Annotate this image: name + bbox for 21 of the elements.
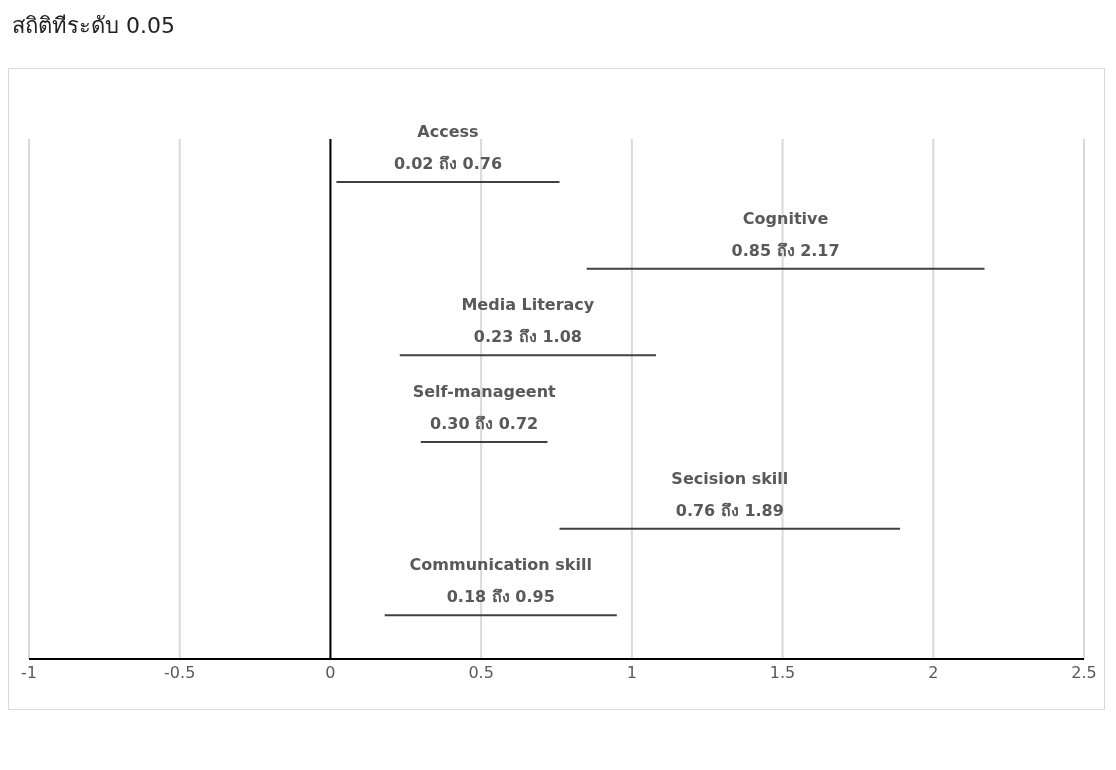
y-tick-label: Communication skill [409, 555, 592, 575]
x-tick-label: -1 [21, 663, 37, 683]
y-tick-label: Media Literacy [461, 295, 595, 315]
x-tick-label: 0.5 [468, 663, 494, 683]
annotation: 0.23 ถึง 1.08 [473, 327, 582, 347]
chart-title: สถิติทีระดับ 0.05 [12, 12, 176, 40]
annotation: 0.85 ถึง 2.17 [731, 240, 840, 260]
y-tick-label: Access [417, 122, 479, 141]
x-tick-label: 2.5 [1071, 663, 1097, 683]
annotation: 0.76 ถึง 1.89 [675, 500, 784, 520]
x-tick-label: 0 [325, 663, 336, 683]
x-tick-label: 2 [928, 663, 939, 683]
x-tick-label: 1 [626, 663, 637, 683]
x-tick-label: -0.5 [164, 663, 196, 683]
annotation: 0.18 ถึง 0.95 [446, 587, 555, 607]
annotation: 0.30 ถึง 0.72 [430, 414, 539, 433]
y-tick-label: Cognitive [742, 208, 829, 228]
y-tick-label: Secision skill [671, 468, 789, 488]
x-tick-label: 1.5 [769, 663, 796, 683]
annotation: 0.02 ถึง 0.76 [393, 154, 503, 173]
y-tick-label: Self-manageent [412, 382, 557, 401]
